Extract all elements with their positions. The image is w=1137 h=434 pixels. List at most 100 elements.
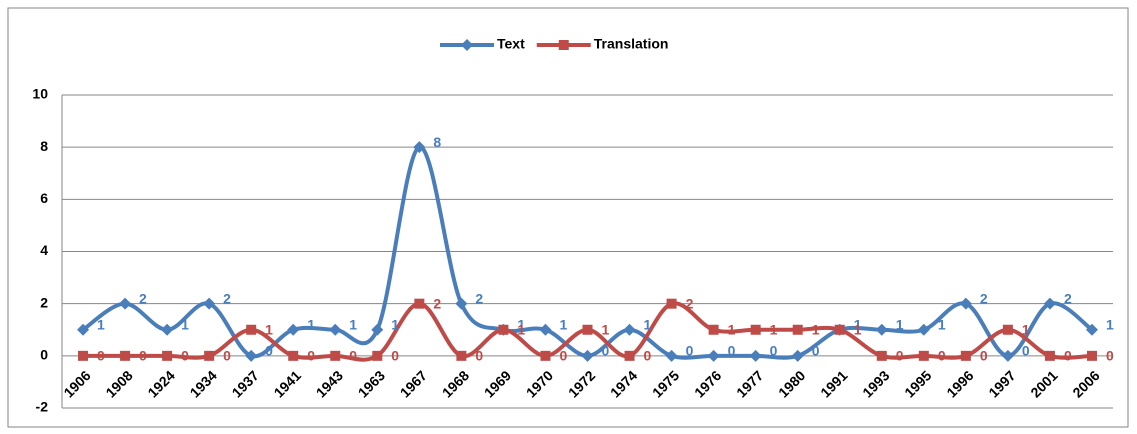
data-label: 1: [644, 316, 652, 332]
data-point: [161, 323, 174, 336]
data-label: 0: [265, 343, 273, 359]
data-label: 1: [517, 316, 525, 332]
data-point: [624, 350, 635, 361]
data-label: 8: [433, 134, 441, 150]
data-label: 2: [686, 295, 694, 311]
data-label: 1: [1022, 321, 1030, 337]
data-point: [1086, 350, 1097, 361]
data-label: 0: [1064, 348, 1072, 364]
data-label: 0: [980, 348, 988, 364]
data-label: 0: [349, 348, 357, 364]
data-label: 0: [1022, 343, 1030, 359]
data-label: 0: [686, 343, 694, 359]
y-tick-label: 2: [40, 294, 48, 310]
data-label: 1: [938, 316, 946, 332]
data-label: 0: [896, 348, 904, 364]
data-point: [1044, 350, 1055, 361]
data-label: 1: [1106, 316, 1114, 332]
data-point: [540, 350, 551, 361]
data-label: 2: [1064, 290, 1072, 306]
data-label: 1: [559, 316, 567, 332]
data-point: [1001, 349, 1014, 362]
data-point: [119, 297, 132, 310]
data-label: 0: [307, 348, 315, 364]
data-label: 1: [97, 316, 105, 332]
data-point: [623, 323, 636, 336]
data-label: 1: [854, 321, 862, 337]
data-point: [455, 297, 468, 310]
data-label: 1: [181, 316, 189, 332]
y-tick-label: 4: [40, 242, 48, 258]
data-point: [581, 349, 594, 362]
data-label: 0: [602, 343, 610, 359]
data-point: [749, 349, 762, 362]
data-label: 1: [854, 316, 862, 332]
data-point: [372, 350, 383, 361]
data-point: [960, 350, 971, 361]
data-point: [77, 323, 90, 336]
data-label: 1: [602, 321, 610, 337]
data-label: 0: [223, 348, 231, 364]
data-label: 0: [770, 343, 778, 359]
data-point: [203, 297, 216, 310]
data-point: [162, 350, 173, 361]
data-label: 1: [728, 321, 736, 337]
data-point: [917, 323, 930, 336]
data-point: [287, 323, 300, 336]
data-point: [413, 141, 426, 154]
data-point: [1002, 324, 1013, 335]
data-label: 1: [307, 316, 315, 332]
data-label: 0: [728, 343, 736, 359]
data-label: 0: [139, 348, 147, 364]
data-point: [707, 349, 720, 362]
y-tick-label: 10: [32, 86, 48, 102]
data-label: 0: [1106, 348, 1114, 364]
data-point: [708, 324, 719, 335]
data-point: [371, 323, 384, 336]
data-label: 0: [812, 343, 820, 359]
data-label: 1: [517, 321, 525, 337]
data-point: [461, 39, 473, 51]
data-label: 2: [433, 295, 441, 311]
data-label: 0: [391, 348, 399, 364]
data-point: [876, 350, 887, 361]
data-label: 1: [896, 316, 904, 332]
y-tick-label: 0: [40, 347, 48, 363]
data-point: [959, 297, 972, 310]
data-label: 0: [97, 348, 105, 364]
data-label: 1: [349, 316, 357, 332]
data-point: [1043, 297, 1056, 310]
data-point: [78, 350, 89, 361]
data-point: [582, 324, 593, 335]
data-point: [750, 324, 761, 335]
data-point: [246, 324, 257, 335]
data-label: 2: [139, 290, 147, 306]
data-point: [539, 323, 552, 336]
data-label: 1: [812, 321, 820, 337]
y-tick-label: -2: [36, 399, 49, 415]
y-tick-label: 6: [40, 190, 48, 206]
chart-border: [7, 7, 1129, 428]
data-point: [498, 324, 509, 335]
data-point: [834, 324, 845, 335]
data-point: [558, 40, 569, 50]
data-label: 0: [644, 348, 652, 364]
data-label: 2: [223, 290, 231, 306]
data-point: [666, 298, 677, 309]
data-point: [1085, 323, 1098, 336]
data-point: [414, 298, 425, 309]
legend-label: Translation: [594, 36, 669, 52]
data-label: 2: [475, 290, 483, 306]
data-point: [792, 324, 803, 335]
data-point: [330, 350, 341, 361]
legend-label: Text: [497, 36, 525, 52]
data-label: 0: [475, 348, 483, 364]
y-tick-label: 8: [40, 138, 48, 154]
data-label: 1: [770, 321, 778, 337]
data-label: 0: [181, 348, 189, 364]
data-label: 1: [265, 321, 273, 337]
data-point: [245, 349, 258, 362]
data-point: [288, 350, 299, 361]
data-point: [120, 350, 131, 361]
